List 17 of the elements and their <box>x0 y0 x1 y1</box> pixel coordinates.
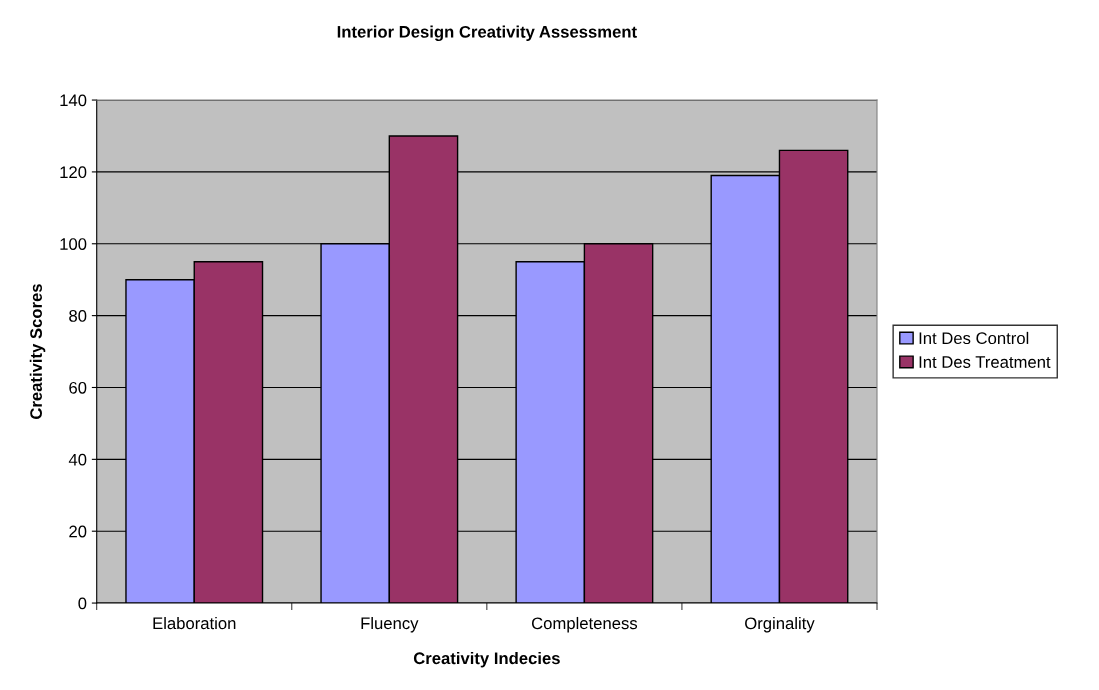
x-tick-label: Orginality <box>745 616 815 633</box>
y-axis-title: Creativity Scores <box>29 284 46 419</box>
y-tick-label: 100 <box>60 238 87 250</box>
legend-label: Int Des Control <box>919 331 1029 345</box>
y-tick-label: 40 <box>68 453 87 466</box>
y-tick-label: 0 <box>78 597 87 610</box>
y-tick-label: 140 <box>60 94 87 107</box>
y-tick-label: 20 <box>69 525 87 538</box>
chart-title: Interior Design Creativity Assessment <box>337 25 637 42</box>
x-axis-title: Creativity Indecies <box>413 651 560 668</box>
y-tick-label: 80 <box>69 310 87 322</box>
legend-label: Int Des Treatment <box>919 356 1051 368</box>
y-tick-label: 120 <box>60 166 87 179</box>
y-tick-label: 60 <box>69 381 87 394</box>
x-tick-label: Elaboration <box>153 616 236 630</box>
x-tick-label: Completeness <box>531 616 638 633</box>
x-tick-label: Fluency <box>361 616 419 633</box>
